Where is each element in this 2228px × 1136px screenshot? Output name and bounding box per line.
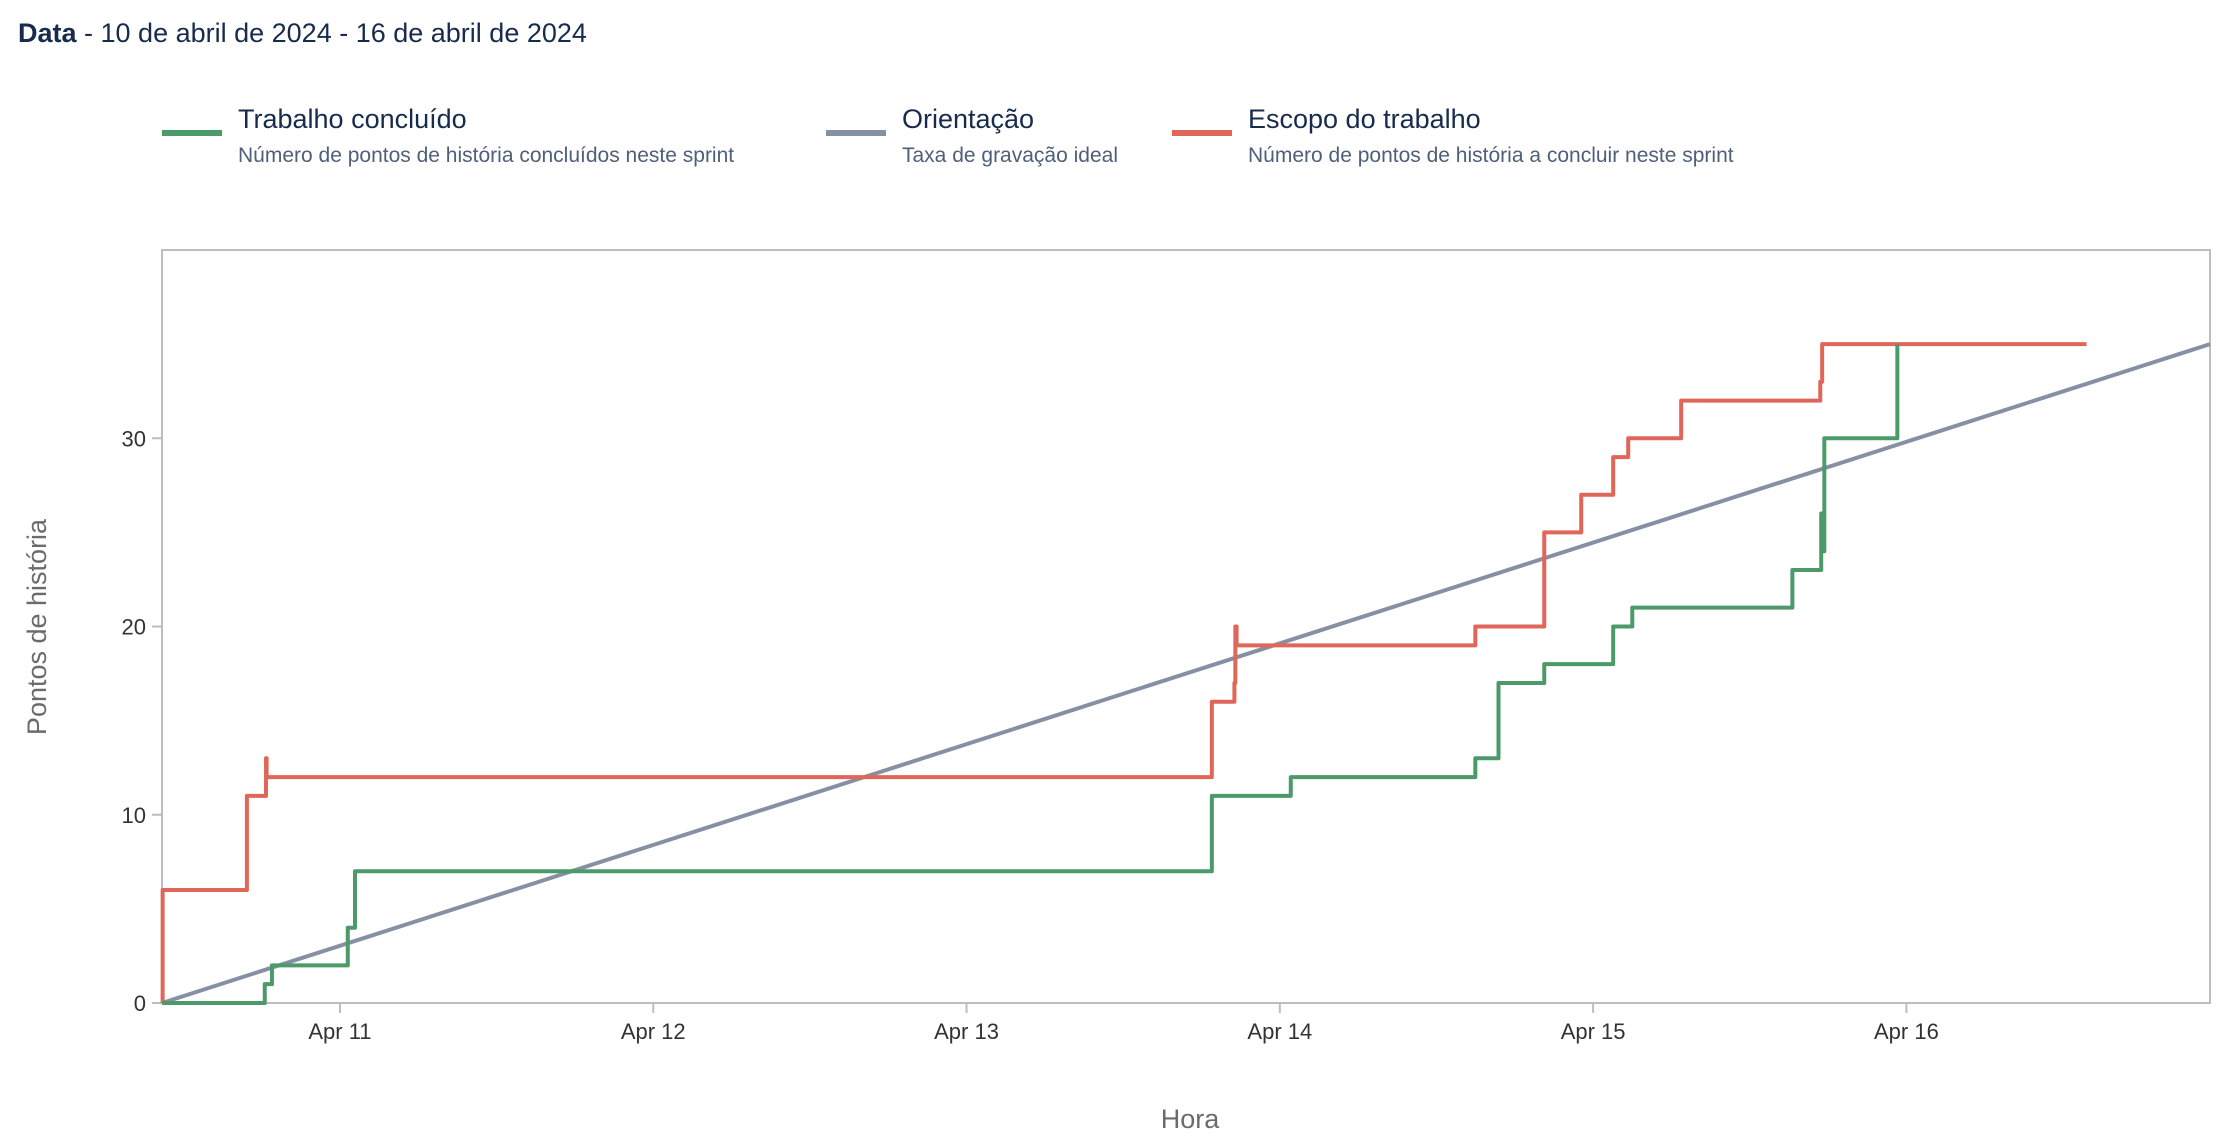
legend-description: Número de pontos de história a concluir … xyxy=(1248,144,1734,167)
x-tick-label: Apr 13 xyxy=(934,1019,999,1044)
series-line-orientação[interactable] xyxy=(161,342,2211,1005)
legend-swatch-red xyxy=(1172,130,1232,136)
chart-title: Data - 10 de abril de 2024 - 16 de abril… xyxy=(18,18,587,49)
plot-frame xyxy=(161,249,2211,1004)
x-tick-label: Apr 14 xyxy=(1247,1019,1312,1044)
legend-description: Taxa de gravação ideal xyxy=(902,144,1118,167)
x-axis-title: Hora xyxy=(1161,1104,1221,1134)
series-line-escopo-do-trabalho[interactable] xyxy=(160,342,2087,1005)
legend-label: Escopo do trabalho xyxy=(1248,104,1481,134)
y-tick-label: 30 xyxy=(122,426,146,451)
legend-label: Orientação xyxy=(902,104,1035,134)
x-tick-label: Apr 16 xyxy=(1874,1019,1939,1044)
chart-lines xyxy=(160,342,2211,1005)
y-axis-title: Pontos de história xyxy=(22,518,52,735)
y-tick-label: 0 xyxy=(134,991,146,1016)
legend-swatch-green xyxy=(162,130,222,136)
legend-label: Trabalho concluído xyxy=(238,104,467,134)
x-tick-label: Apr 15 xyxy=(1561,1019,1626,1044)
title-label: Data xyxy=(18,18,77,48)
chart-axes: 0 10 20 30 Apr 11 Apr 12 Apr 13 Apr 14 Apr 15 Apr… xyxy=(122,249,2211,1044)
y-tick-label: 10 xyxy=(122,803,146,828)
x-tick-label: Apr 12 xyxy=(621,1019,686,1044)
x-tick-label: Apr 11 xyxy=(308,1019,371,1044)
y-tick-label: 20 xyxy=(122,615,146,640)
series-line-trabalho-concluído[interactable] xyxy=(162,344,1900,1005)
title-date-range: - 10 de abril de 2024 - 16 de abril de 2… xyxy=(76,18,587,48)
legend-description: Número de pontos de história concluídos … xyxy=(238,144,735,167)
legend-swatch-gray xyxy=(826,130,886,136)
